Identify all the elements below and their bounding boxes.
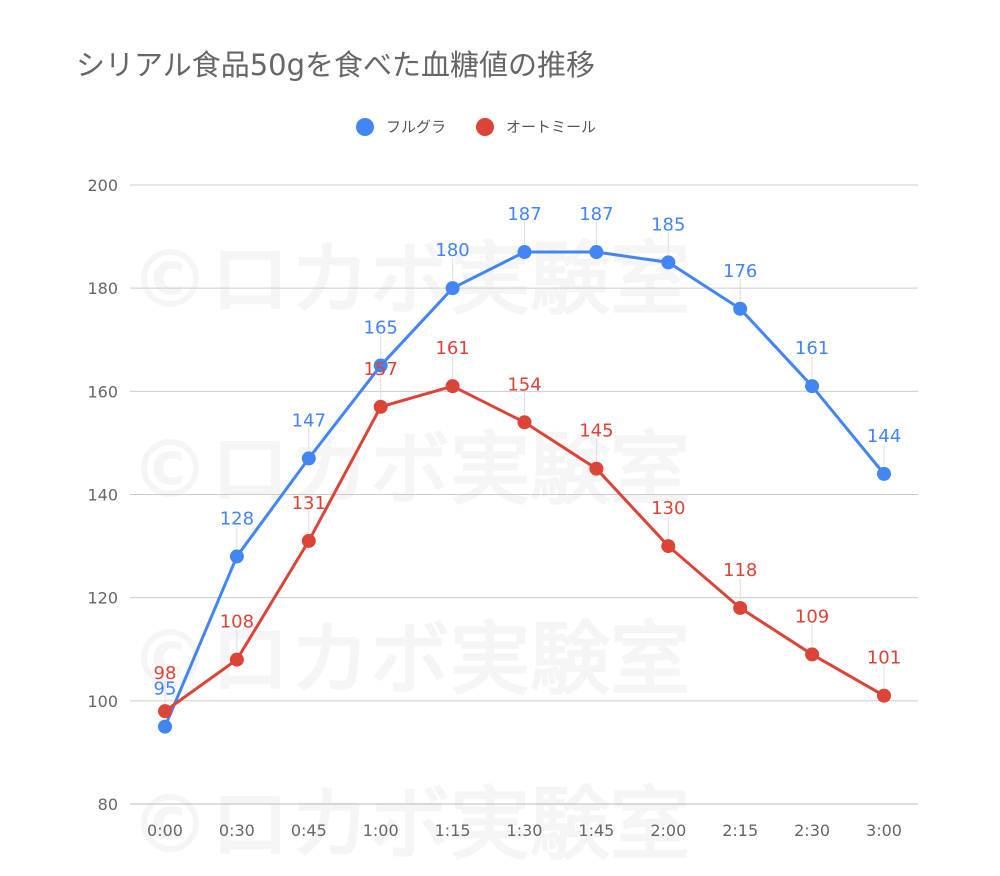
series-line-1 — [164, 384, 885, 713]
legend-item-granola[interactable]: フルグラ — [356, 116, 446, 137]
data-label: 161 — [795, 338, 829, 359]
data-label: 180 — [435, 240, 469, 261]
x-tick-label: 2:15 — [722, 821, 758, 840]
x-tick-label: 1:00 — [363, 821, 399, 840]
data-point — [517, 245, 532, 260]
data-point — [877, 688, 891, 703]
data-label: 130 — [651, 498, 685, 519]
data-point — [229, 549, 244, 564]
y-tick-label: 160 — [87, 382, 118, 401]
data-point — [445, 281, 460, 296]
data-point — [589, 245, 604, 260]
x-tick-label: 2:30 — [794, 821, 830, 840]
data-point — [733, 301, 748, 316]
data-point — [373, 358, 388, 373]
y-tick-label: 180 — [87, 279, 118, 298]
data-point — [445, 379, 460, 394]
data-label: 131 — [292, 493, 326, 514]
data-point — [158, 719, 172, 734]
legend-marker-icon — [476, 117, 495, 136]
legend-marker-icon — [356, 117, 374, 136]
data-point — [517, 415, 532, 430]
data-label: 109 — [795, 606, 829, 627]
data-label: 101 — [867, 648, 901, 669]
data-point — [661, 539, 676, 554]
data-label: 157 — [364, 359, 398, 380]
x-tick-label: 1:30 — [507, 821, 543, 840]
data-point — [661, 255, 676, 270]
data-point — [589, 461, 604, 476]
data-label: 165 — [364, 318, 398, 339]
x-tick-label: 1:15 — [435, 821, 471, 840]
legend-label: フルグラ — [386, 118, 447, 136]
x-tick-label: 3:00 — [866, 821, 902, 840]
y-tick-label: 80 — [98, 795, 118, 814]
data-label: 187 — [579, 204, 613, 225]
y-tick-label: 140 — [87, 486, 118, 505]
x-tick-label: 0:00 — [147, 821, 183, 840]
data-point — [229, 652, 244, 667]
x-tick-label: 0:45 — [291, 821, 327, 840]
series-line-0 — [163, 250, 886, 728]
data-label: 128 — [220, 508, 254, 529]
x-tick-label: 0:30 — [219, 821, 255, 840]
data-label: 185 — [651, 214, 685, 235]
x-tick-label: 2:00 — [650, 821, 686, 840]
y-tick-label: 120 — [87, 589, 118, 608]
data-point — [805, 379, 820, 394]
data-point — [877, 466, 891, 481]
legend: フルグラ オートミール — [356, 116, 626, 137]
y-tick-label: 100 — [87, 692, 118, 711]
x-tick-label: 1:45 — [578, 821, 614, 840]
data-label: 176 — [723, 261, 757, 282]
data-label: 108 — [220, 612, 254, 633]
data-label: 144 — [867, 426, 901, 447]
data-label: 98 — [154, 663, 177, 684]
data-point — [805, 647, 820, 662]
chart-title: シリアル食品50gを食べた血糖値の推移 — [76, 48, 596, 82]
data-point — [733, 600, 748, 615]
data-label: 145 — [579, 421, 613, 442]
data-point — [301, 451, 316, 466]
legend-item-oatmeal[interactable]: オートミール — [476, 116, 596, 137]
data-label: 161 — [435, 338, 469, 359]
legend-label: オートミール — [506, 118, 597, 136]
data-point — [301, 533, 316, 548]
y-tick-label: 200 — [87, 176, 118, 195]
data-label: 187 — [507, 204, 541, 225]
data-label: 147 — [292, 410, 326, 431]
data-point — [373, 399, 388, 414]
data-label: 118 — [723, 560, 757, 581]
data-label: 154 — [507, 374, 541, 395]
data-point — [158, 704, 172, 719]
